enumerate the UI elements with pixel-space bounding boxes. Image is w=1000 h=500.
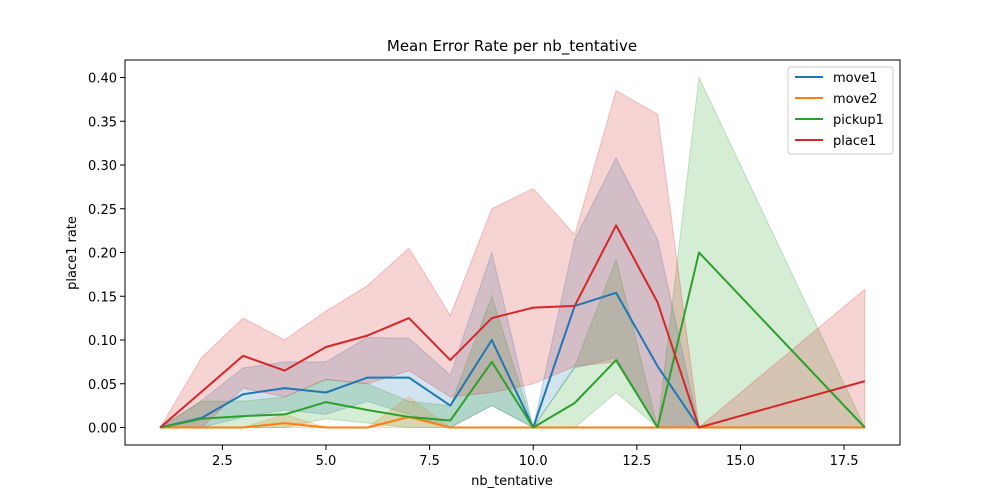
confidence-band-move1 xyxy=(158,156,865,429)
chart-title: Mean Error Rate per nb_tentative xyxy=(387,37,637,56)
y-tick-label: 0.15 xyxy=(88,290,117,305)
x-tick-label: 7.5 xyxy=(419,454,440,469)
legend-box xyxy=(787,66,894,155)
y-axis-ticks: 0.00 0.05 0.10 0.15 0.20 0.25 0.30 0.35 0.40 xyxy=(88,72,125,437)
x-axis-label: nb_tentative xyxy=(471,474,553,489)
y-tick-label: 0.20 xyxy=(88,247,117,262)
legend-label-pickup1: pickup1 xyxy=(833,113,884,128)
series-line-place1 xyxy=(159,224,866,429)
y-tick-label: 0.25 xyxy=(88,203,117,218)
series-lines xyxy=(159,224,866,429)
legend-label-move2: move2 xyxy=(833,92,878,107)
x-tick-label: 12.5 xyxy=(622,454,651,469)
y-axis-label: place1 rate xyxy=(65,216,80,290)
y-tick-label: 0.10 xyxy=(88,334,117,349)
confidence-bands xyxy=(158,75,866,429)
x-tick-label: 10.0 xyxy=(519,454,548,469)
series-line-move1 xyxy=(159,291,865,429)
legend: move1 move2 pickup1 place1 xyxy=(787,66,894,155)
x-tick-label: 5.0 xyxy=(316,454,337,469)
y-tick-label: 0.35 xyxy=(88,115,117,130)
y-tick-label: 0.40 xyxy=(88,72,117,87)
y-tick-label: 0.00 xyxy=(88,422,117,437)
y-tick-label: 0.05 xyxy=(88,378,117,393)
legend-label-place1: place1 xyxy=(833,134,876,149)
x-tick-label: 2.5 xyxy=(212,454,233,469)
legend-label-move1: move1 xyxy=(833,71,878,86)
x-tick-label: 15.0 xyxy=(726,454,755,469)
y-tick-label: 0.30 xyxy=(88,159,117,174)
x-tick-label: 17.5 xyxy=(830,454,859,469)
series-line-move2 xyxy=(160,416,865,429)
x-axis-ticks: 2.5 5.0 7.5 10.0 12.5 15.0 17.5 xyxy=(212,445,859,469)
series-line-pickup1 xyxy=(159,251,866,429)
